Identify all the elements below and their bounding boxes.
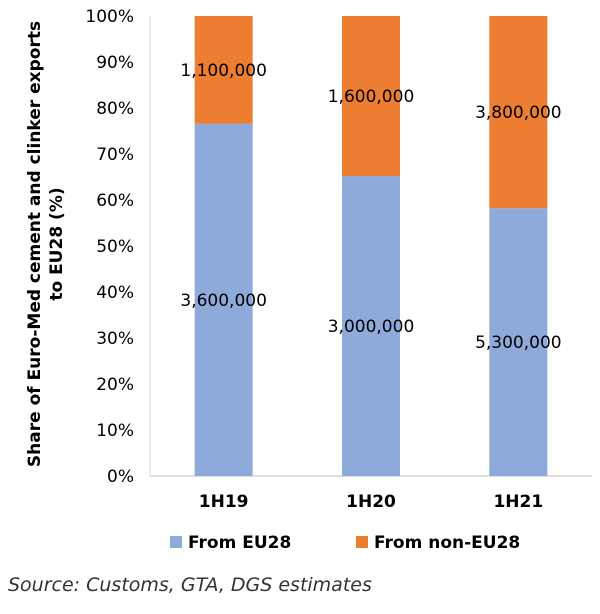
legend-swatch-eu28 bbox=[170, 536, 182, 548]
bar-eu28-1h19 bbox=[194, 123, 253, 476]
bar-non-eu28-1h19 bbox=[194, 16, 253, 124]
y-tick-label: 100% bbox=[85, 7, 134, 27]
category-label: 1H21 bbox=[493, 492, 543, 512]
category-label: 1H19 bbox=[199, 492, 249, 512]
data-label: 5,300,000 bbox=[475, 333, 562, 353]
data-label: 3,800,000 bbox=[475, 103, 562, 123]
y-tick-label: 80% bbox=[96, 99, 134, 119]
y-tick-label: 0% bbox=[107, 467, 134, 487]
y-axis-title: to EU28 (%) bbox=[47, 187, 67, 300]
y-tick-label: 50% bbox=[96, 237, 134, 257]
source-note: Source: Customs, GTA, DGS estimates bbox=[8, 574, 372, 596]
data-label: 3,000,000 bbox=[328, 317, 415, 337]
y-axis-title: Share of Euro-Med cement and clinker exp… bbox=[25, 21, 45, 467]
stacked-bar-chart: 0% 10% 20% 30% 40% 50% 60% 70% 80% 90% 100% 3,600,0… bbox=[25, 7, 592, 553]
y-tick-label: 10% bbox=[96, 421, 134, 441]
y-tick-label: 90% bbox=[96, 53, 134, 73]
bar-eu28-1h21 bbox=[489, 208, 548, 476]
y-tick-label: 60% bbox=[96, 191, 134, 211]
legend-swatch-non-eu28 bbox=[356, 536, 368, 548]
y-tick-label: 20% bbox=[96, 375, 134, 395]
category-label: 1H20 bbox=[346, 492, 396, 512]
bar-non-eu28-1h20 bbox=[342, 16, 400, 177]
data-label: 1,100,000 bbox=[180, 61, 267, 81]
legend-label-eu28: From EU28 bbox=[188, 533, 291, 553]
bar-non-eu28-1h21 bbox=[489, 16, 548, 209]
bar-eu28-1h20 bbox=[342, 176, 400, 476]
y-tick-label: 30% bbox=[96, 329, 134, 349]
legend-label-non-eu28: From non-EU28 bbox=[374, 533, 520, 553]
data-label: 1,600,000 bbox=[328, 87, 415, 107]
y-tick-label: 40% bbox=[96, 283, 134, 303]
data-label: 3,600,000 bbox=[180, 291, 267, 311]
y-tick-label: 70% bbox=[96, 145, 134, 165]
